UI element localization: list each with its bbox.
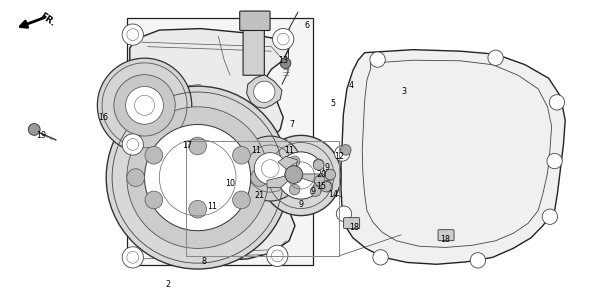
- Circle shape: [251, 169, 268, 186]
- Circle shape: [340, 144, 351, 155]
- Text: 11: 11: [284, 146, 294, 155]
- Circle shape: [127, 169, 145, 186]
- FancyBboxPatch shape: [240, 11, 270, 30]
- Circle shape: [114, 75, 175, 136]
- Text: 21: 21: [254, 191, 265, 200]
- Text: 6: 6: [304, 21, 309, 30]
- Circle shape: [321, 181, 332, 192]
- Text: 9: 9: [325, 163, 330, 172]
- Circle shape: [122, 24, 143, 45]
- Text: 12: 12: [334, 152, 345, 161]
- Text: 10: 10: [225, 179, 235, 188]
- Circle shape: [488, 50, 503, 65]
- Circle shape: [285, 166, 303, 183]
- Circle shape: [254, 81, 275, 102]
- Circle shape: [261, 135, 341, 216]
- Circle shape: [289, 156, 300, 167]
- Circle shape: [28, 123, 40, 135]
- Circle shape: [313, 159, 324, 169]
- Text: 4: 4: [349, 81, 353, 90]
- Text: 18: 18: [349, 223, 359, 232]
- Polygon shape: [278, 157, 297, 172]
- Circle shape: [370, 52, 385, 67]
- Circle shape: [277, 152, 325, 199]
- FancyBboxPatch shape: [343, 218, 360, 229]
- Text: 9: 9: [310, 187, 315, 196]
- Text: 13: 13: [278, 56, 288, 65]
- Polygon shape: [130, 29, 307, 260]
- Circle shape: [549, 95, 565, 110]
- Circle shape: [335, 146, 350, 161]
- Circle shape: [373, 250, 388, 265]
- Circle shape: [270, 164, 281, 175]
- Circle shape: [310, 186, 321, 197]
- Text: 7: 7: [290, 120, 294, 129]
- Circle shape: [97, 58, 192, 153]
- Circle shape: [145, 191, 163, 209]
- Circle shape: [547, 154, 562, 169]
- Text: 5: 5: [331, 99, 336, 108]
- Text: 15: 15: [316, 182, 327, 191]
- Text: 3: 3: [402, 87, 407, 96]
- Circle shape: [313, 160, 324, 170]
- Text: 2: 2: [166, 280, 171, 289]
- Circle shape: [324, 170, 335, 181]
- Circle shape: [238, 136, 303, 201]
- Text: 20: 20: [316, 170, 327, 179]
- Circle shape: [267, 245, 288, 266]
- Circle shape: [254, 153, 286, 185]
- Text: 11: 11: [252, 146, 261, 155]
- Circle shape: [273, 29, 294, 50]
- Circle shape: [145, 125, 251, 231]
- Circle shape: [336, 206, 352, 221]
- Polygon shape: [243, 18, 264, 75]
- Circle shape: [270, 176, 281, 187]
- Text: 16: 16: [99, 113, 108, 122]
- Circle shape: [145, 146, 163, 164]
- Circle shape: [127, 107, 268, 248]
- Polygon shape: [298, 174, 329, 184]
- Polygon shape: [267, 175, 292, 188]
- Circle shape: [314, 175, 325, 186]
- Circle shape: [322, 181, 333, 192]
- Text: 11: 11: [208, 202, 217, 211]
- Text: 19: 19: [36, 131, 47, 140]
- Circle shape: [289, 184, 300, 195]
- Polygon shape: [341, 50, 565, 264]
- Circle shape: [232, 146, 250, 164]
- Circle shape: [122, 247, 143, 268]
- Circle shape: [189, 200, 206, 218]
- Text: 17: 17: [182, 141, 193, 150]
- Circle shape: [232, 191, 250, 209]
- Polygon shape: [247, 75, 282, 108]
- Polygon shape: [127, 18, 313, 265]
- Circle shape: [325, 169, 336, 180]
- Text: 18: 18: [441, 235, 450, 244]
- Circle shape: [470, 253, 486, 268]
- Text: FR.: FR.: [38, 11, 57, 28]
- Circle shape: [106, 86, 289, 269]
- Circle shape: [126, 86, 163, 124]
- Circle shape: [189, 137, 206, 155]
- Circle shape: [122, 134, 143, 155]
- Circle shape: [280, 58, 291, 69]
- Bar: [186, 141, 339, 256]
- FancyBboxPatch shape: [438, 230, 454, 241]
- Text: 14: 14: [329, 190, 338, 199]
- Circle shape: [313, 182, 324, 192]
- Text: 9: 9: [299, 200, 303, 209]
- Text: 8: 8: [201, 257, 206, 266]
- Circle shape: [542, 209, 558, 224]
